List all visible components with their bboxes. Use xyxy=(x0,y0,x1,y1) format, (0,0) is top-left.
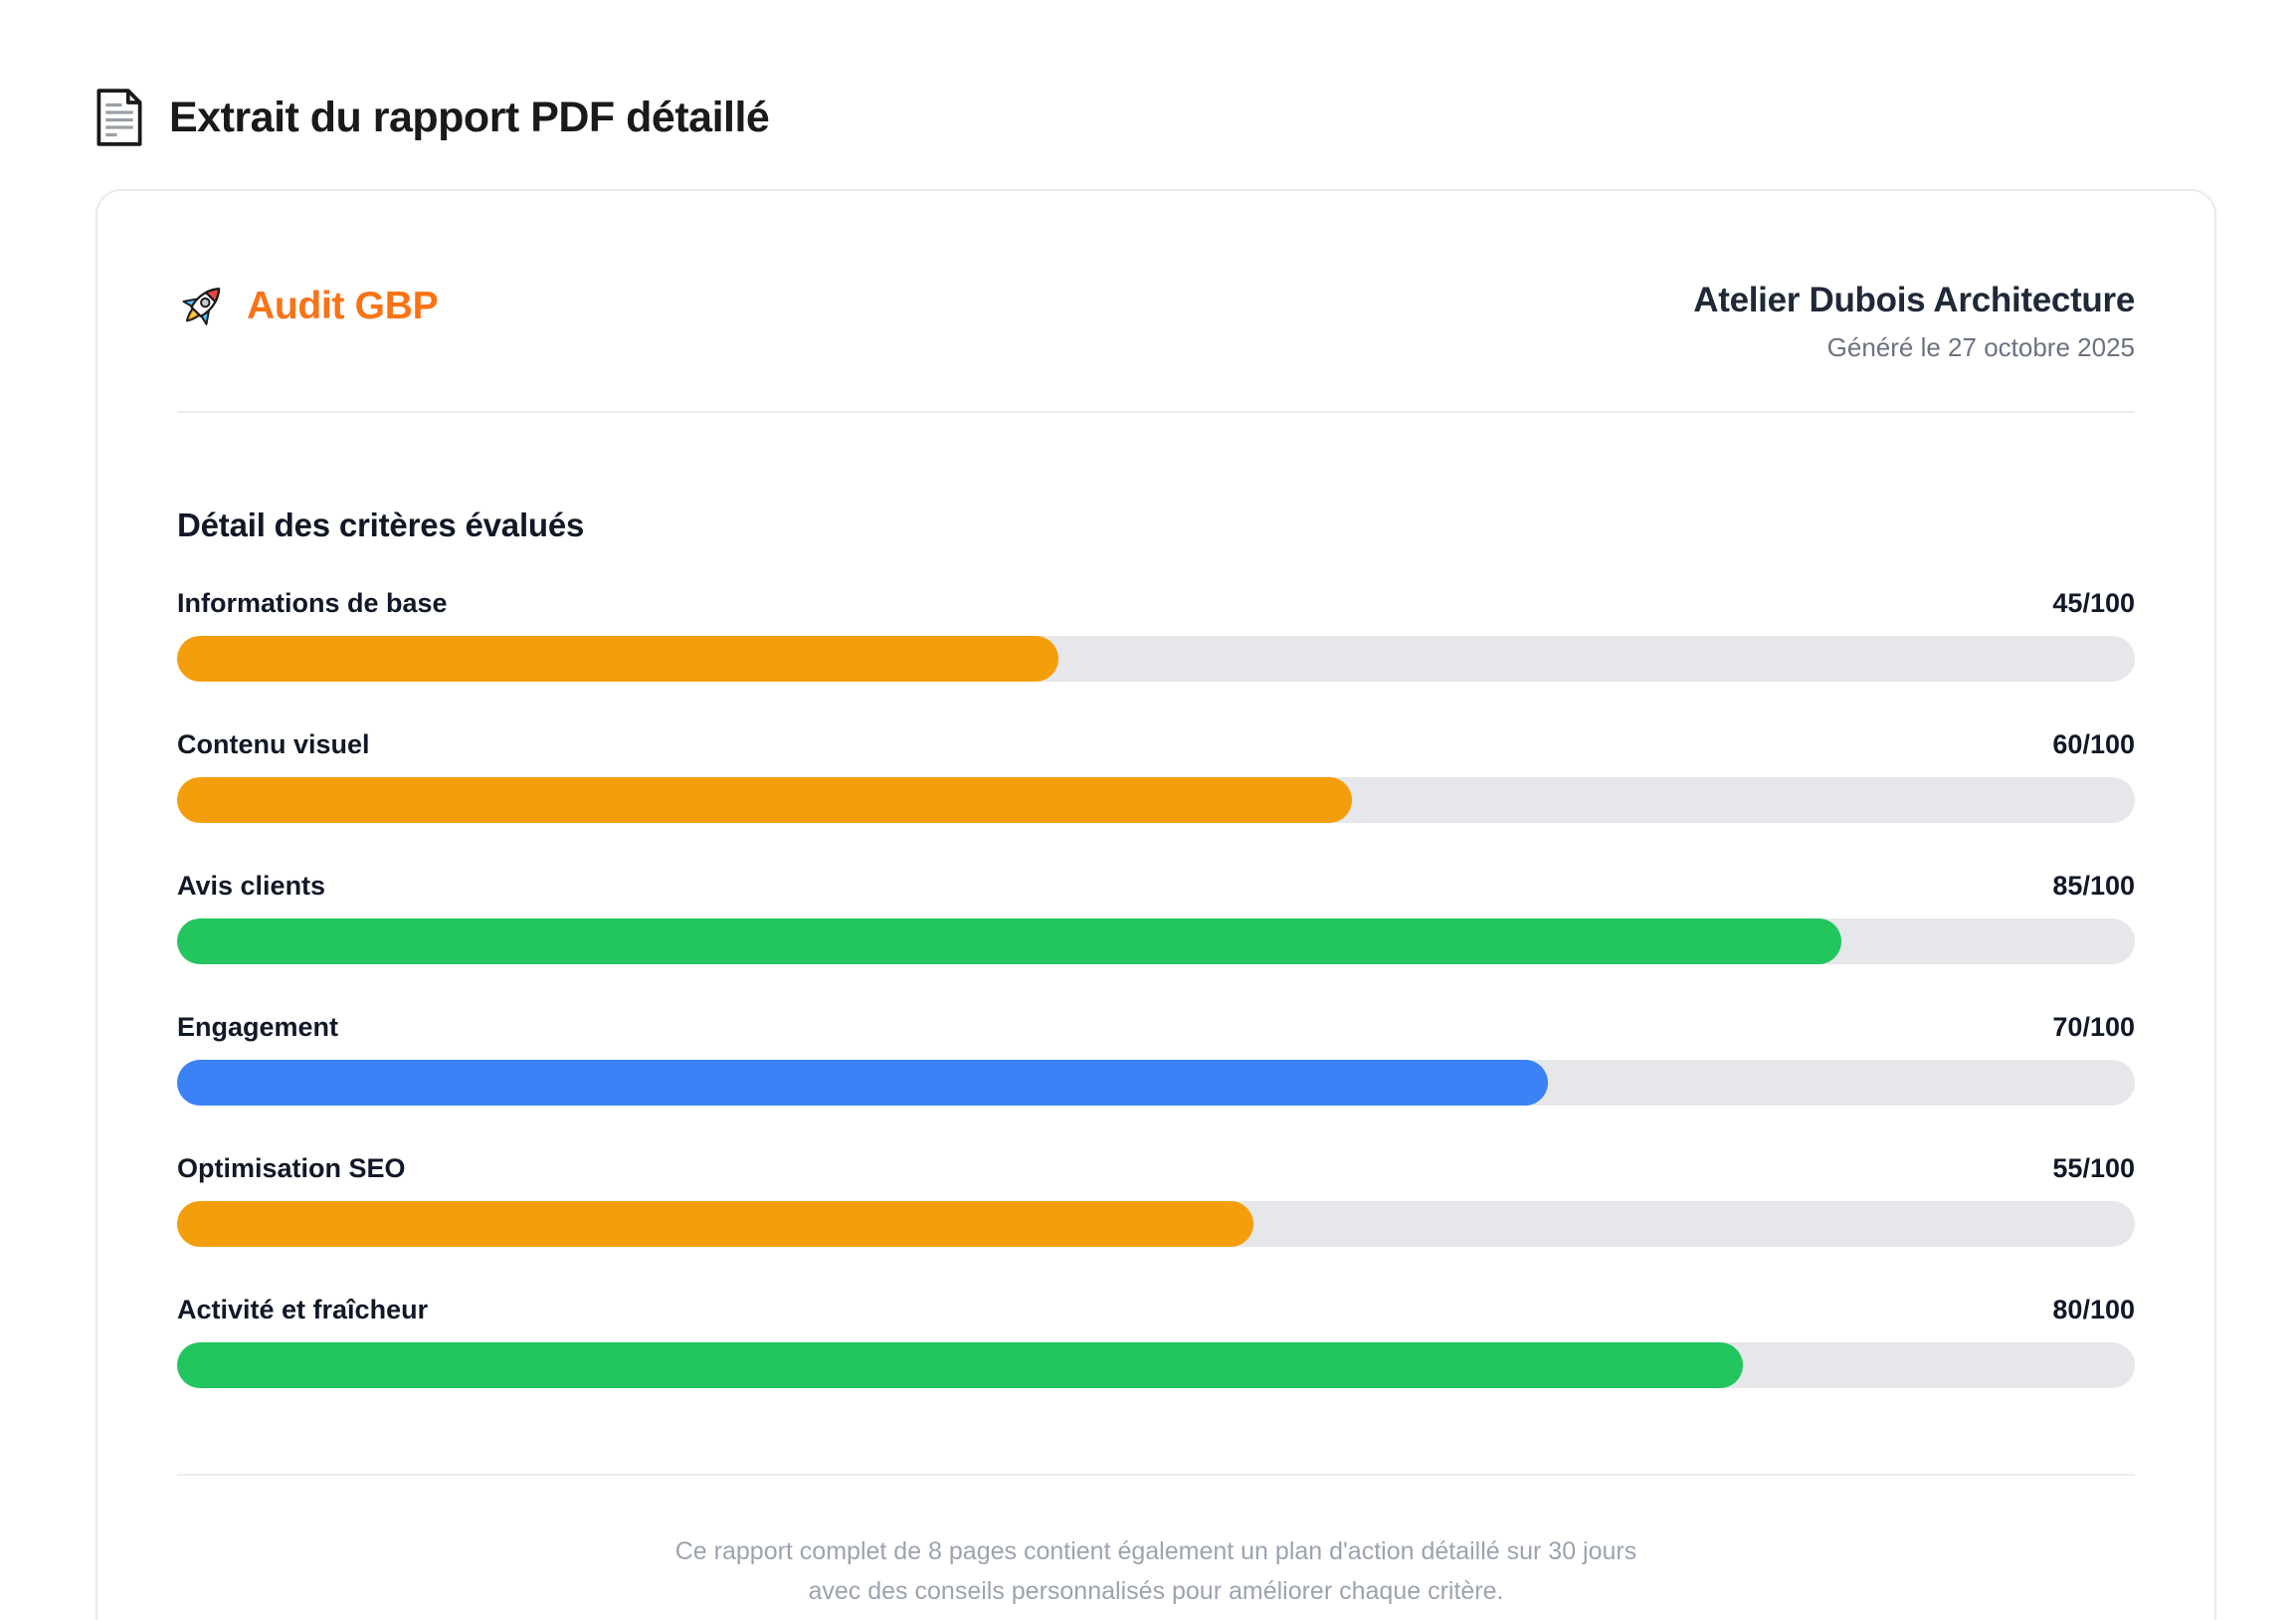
criterion-label: Informations de base xyxy=(177,588,448,618)
footer-line-1: Ce rapport complet de 8 pages contient é… xyxy=(674,1537,1637,1565)
brand: Audit GBP xyxy=(177,281,439,332)
criterion-label: Activité et fraîcheur xyxy=(177,1295,429,1324)
criterion-score: 70/100 xyxy=(2052,1012,2135,1042)
criterion-score: 60/100 xyxy=(2052,729,2135,759)
criterion-head: Activité et fraîcheur 80/100 xyxy=(177,1295,2135,1325)
criterion-head: Contenu visuel 60/100 xyxy=(177,729,2135,760)
document-icon xyxy=(96,89,142,146)
progress-track xyxy=(177,1060,2135,1106)
criterion-score: 85/100 xyxy=(2052,871,2135,901)
brand-name: Audit GBP xyxy=(247,285,439,327)
progress-track xyxy=(177,777,2135,823)
page-title: Extrait du rapport PDF détaillé xyxy=(169,93,770,141)
progress-fill xyxy=(177,1342,1744,1388)
criterion-row: Avis clients 85/100 xyxy=(177,871,2135,964)
client-name: Atelier Dubois Architecture xyxy=(1693,281,2135,319)
rocket-icon xyxy=(182,288,221,325)
criterion-score: 45/100 xyxy=(2052,588,2135,618)
criterion-row: Contenu visuel 60/100 xyxy=(177,729,2135,823)
progress-track xyxy=(177,1201,2135,1247)
footer-line-2: avec des conseils personnalisés pour amé… xyxy=(808,1577,1504,1605)
criterion-head: Avis clients 85/100 xyxy=(177,871,2135,902)
progress-fill xyxy=(177,1201,1254,1247)
progress-fill xyxy=(177,777,1352,823)
criterion-head: Informations de base 45/100 xyxy=(177,588,2135,619)
client-block: Atelier Dubois Architecture Généré le 27… xyxy=(1693,281,2135,363)
header-divider xyxy=(177,411,2135,413)
report-card: Audit GBP Atelier Dubois Architecture Gé… xyxy=(96,189,2216,1620)
criterion-label: Contenu visuel xyxy=(177,729,370,759)
section-title: Détail des critères évalués xyxy=(177,506,585,543)
report-card-header: Audit GBP Atelier Dubois Architecture Gé… xyxy=(177,281,2135,363)
report-footer-note: Ce rapport complet de 8 pages contient é… xyxy=(177,1531,2135,1611)
criterion-label: Engagement xyxy=(177,1012,339,1042)
criterion-row: Activité et fraîcheur 80/100 xyxy=(177,1295,2135,1388)
progress-track xyxy=(177,636,2135,682)
footer-divider xyxy=(177,1474,2135,1476)
progress-fill xyxy=(177,1060,1548,1106)
progress-fill xyxy=(177,918,1841,964)
criterion-score: 80/100 xyxy=(2052,1295,2135,1324)
criterion-head: Optimisation SEO 55/100 xyxy=(177,1153,2135,1184)
criterion-label: Avis clients xyxy=(177,871,326,901)
progress-track xyxy=(177,1342,2135,1388)
progress-track xyxy=(177,918,2135,964)
generated-date: Généré le 27 octobre 2025 xyxy=(1826,332,2135,362)
criterion-row: Optimisation SEO 55/100 xyxy=(177,1153,2135,1247)
criterion-row: Informations de base 45/100 xyxy=(177,588,2135,682)
page-header: Extrait du rapport PDF détaillé xyxy=(94,88,2296,147)
criterion-row: Engagement 70/100 xyxy=(177,1012,2135,1106)
criterion-label: Optimisation SEO xyxy=(177,1153,406,1183)
criteria-list: Informations de base 45/100 Contenu visu… xyxy=(177,588,2135,1388)
criterion-score: 55/100 xyxy=(2052,1153,2135,1183)
progress-fill xyxy=(177,636,1058,682)
criterion-head: Engagement 70/100 xyxy=(177,1012,2135,1043)
